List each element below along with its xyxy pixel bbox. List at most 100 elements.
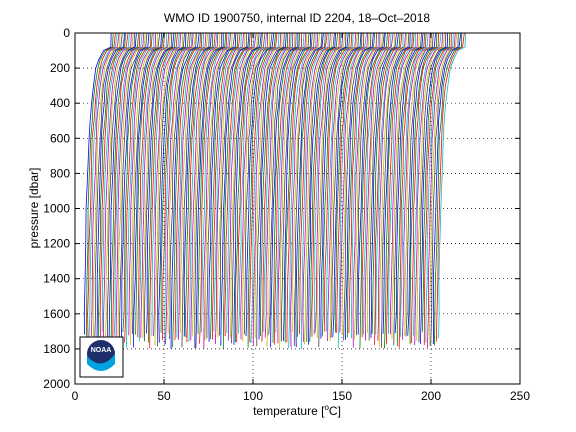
profile-line-125 [304,33,333,345]
profile-line-69 [204,33,233,341]
profile-line-121 [297,33,326,337]
profile-line-73 [212,33,241,340]
profile-line-145 [339,33,369,333]
profile-line-12 [103,33,132,342]
profile-line-37 [147,33,176,343]
y-tick-label: 600 [50,131,70,145]
profile-line-162 [370,33,399,338]
profile-line-176 [394,33,424,334]
profile-line-103 [264,33,294,338]
profile-line-19 [115,33,145,349]
profile-line-47 [165,33,194,345]
profile-line-130 [313,33,342,335]
profile-line-180 [401,33,431,340]
profile-line-152 [352,33,381,348]
x-axis-label: temperature [oC] [253,403,341,418]
profile-line-83 [229,33,259,339]
logo-wave [87,354,115,371]
profile-line-58 [185,33,214,338]
axis-ticks: 0 50 100 150 200 250 0 200 400 600 800 1000 1200 1400… [43,26,530,403]
profile-line-7 [94,33,123,345]
profile-line-92 [245,33,275,337]
profile-line-6 [92,33,121,346]
profile-line-63 [194,33,223,348]
profile-line-155 [357,33,386,335]
profile-line-95 [250,33,280,343]
profile-line-70 [206,33,236,339]
profile-line-77 [218,33,247,336]
profile-line-192 [423,33,452,346]
profile-line-161 [368,33,397,341]
profile-line-163 [371,33,401,334]
profile-line-51 [172,33,201,348]
profile-line-53 [176,33,204,338]
profile-line-57 [183,33,212,337]
profile-line-16 [110,33,140,338]
profile-line-122 [298,33,328,334]
profile-line-22 [120,33,150,347]
profile-line-71 [208,33,237,342]
profile-line-35 [144,33,173,342]
profile-line-17 [112,33,141,339]
profile-line-188 [416,33,445,341]
profile-line-2 [85,33,114,345]
profile-line-5 [90,33,120,337]
profile-line-56 [181,33,210,348]
profile-line-101 [261,33,291,342]
profile-line-64 [195,33,224,349]
profile-line-118 [292,33,321,332]
profile-line-156 [359,33,388,349]
profile-line-13 [104,33,134,343]
profile-line-79 [222,33,251,349]
profile-line-62 [191,33,221,337]
profile-line-102 [263,33,292,333]
profile-line-117 [290,33,319,348]
profile-line-144 [337,33,367,349]
y-tick-label: 400 [50,96,70,110]
profile-lines [83,33,466,349]
profile-line-139 [329,33,358,341]
plot-area: 0 50 100 150 200 250 0 200 400 600 800 1000 1200 1400… [43,26,530,403]
profile-line-174 [391,33,420,339]
profile-line-169 [382,33,411,334]
profile-line-186 [412,33,442,336]
profile-line-182 [405,33,434,337]
y-tick-label: 1400 [43,272,70,286]
profile-line-140 [330,33,359,338]
profile-line-111 [279,33,308,348]
profile-line-194 [426,33,456,348]
profile-line-183 [407,33,436,336]
y-tick-label: 0 [63,26,70,40]
profile-line-81 [226,33,255,333]
y-tick-label: 1600 [43,307,70,321]
profile-line-197 [432,33,462,345]
profile-line-198 [434,33,463,346]
x-tick-label: 100 [243,389,263,403]
profile-line-199 [435,33,465,342]
profile-line-1 [83,33,112,335]
profile-line-100 [260,33,289,337]
profile-line-134 [320,33,349,339]
profile-line-164 [374,33,403,345]
profile-line-10 [99,33,129,341]
profile-line-85 [233,33,262,345]
profile-line-26 [128,33,156,336]
y-tick-label: 200 [50,61,70,75]
profile-line-179 [400,33,429,337]
profile-line-168 [380,33,410,348]
profile-line-34 [142,33,171,339]
profile-line-146 [341,33,370,336]
profile-line-36 [146,33,175,334]
profile-line-11 [101,33,130,332]
x-tick-label: 50 [157,389,171,403]
profile-line-94 [249,33,278,343]
profile-line-3 [87,33,116,342]
profile-line-195 [429,33,458,347]
profile-line-147 [343,33,372,341]
profile-line-98 [256,33,285,347]
profile-line-165 [375,33,404,335]
profile-line-52 [174,33,203,340]
profile-line-61 [190,33,219,341]
chart-title: WMO ID 1900750, internal ID 2204, 18–Oct… [164,11,430,25]
profile-line-38 [149,33,178,349]
